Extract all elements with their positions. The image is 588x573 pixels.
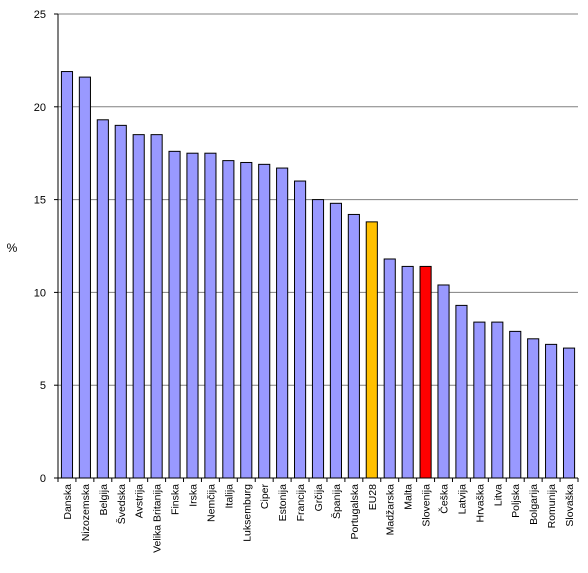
x-category-label: Velika Britanija bbox=[152, 484, 164, 553]
x-category-label: Romunija bbox=[546, 484, 558, 529]
bar-Italija bbox=[222, 160, 235, 479]
y-tick-label: 15 bbox=[34, 195, 46, 207]
bar-Grčija bbox=[311, 199, 325, 479]
y-tick-label: 0 bbox=[40, 473, 46, 485]
y-tick-label: 10 bbox=[34, 287, 46, 299]
bar-Irska bbox=[186, 152, 199, 479]
bar-Slovenija bbox=[419, 265, 432, 479]
bar-Belgija bbox=[96, 119, 109, 479]
bar-Ciper bbox=[258, 163, 271, 479]
bar-Slovaška bbox=[562, 347, 576, 479]
x-category-label: Latvija bbox=[456, 484, 468, 515]
bar-Bolgarija bbox=[527, 338, 540, 479]
x-category-labels: Danska Nizozemska Belgija Švedska Avstrija Ve… bbox=[62, 483, 576, 552]
bar-Švedska bbox=[114, 124, 127, 479]
y-tick-label: 5 bbox=[40, 380, 46, 392]
bar-Češka bbox=[437, 284, 450, 479]
x-category-label: Hrvaška bbox=[474, 484, 486, 523]
x-category-label: Nemčija bbox=[205, 484, 217, 522]
bar-EU28 bbox=[365, 221, 378, 479]
bar-Hrvaška bbox=[473, 321, 486, 479]
x-category-label: Poljska bbox=[510, 484, 522, 518]
bar-Madžarska bbox=[383, 258, 396, 479]
x-category-label: Irska bbox=[187, 484, 199, 507]
x-category-label: Slovenija bbox=[421, 484, 433, 527]
x-category-label: Švedska bbox=[115, 484, 128, 524]
bar-Nizozemska bbox=[78, 76, 91, 479]
y-tick-label: 20 bbox=[34, 102, 46, 114]
x-category-label: Češka bbox=[438, 484, 451, 514]
y-tick-labels: 0 5 10 15 20 25 bbox=[34, 9, 46, 485]
x-category-label: Estonija bbox=[277, 484, 289, 522]
bar-Romunija bbox=[545, 343, 558, 479]
x-category-label: Ciper bbox=[259, 483, 271, 509]
bar-Estonija bbox=[276, 167, 289, 479]
y-axis-title: % bbox=[7, 241, 18, 255]
bar-Finska bbox=[168, 150, 181, 479]
x-category-label: Madžarska bbox=[385, 484, 397, 536]
x-category-label: Belgija bbox=[98, 484, 110, 516]
bar-Velika Britanija bbox=[150, 134, 163, 479]
x-category-label: Danska bbox=[62, 484, 74, 520]
bar-Nemčija bbox=[204, 152, 217, 479]
x-category-label: Bolgarija bbox=[528, 484, 540, 525]
bar-Španija bbox=[329, 202, 342, 479]
bars bbox=[60, 71, 576, 479]
x-category-label: Finska bbox=[170, 484, 182, 515]
x-category-label: Nizozemska bbox=[80, 484, 92, 541]
bar-Francija bbox=[294, 180, 307, 479]
x-category-label: Slovaška bbox=[564, 484, 576, 527]
bar-Portugalska bbox=[347, 213, 360, 479]
x-category-label: Španija bbox=[330, 484, 343, 519]
x-category-label: Italija bbox=[223, 484, 235, 509]
bar-Malta bbox=[401, 265, 414, 479]
x-category-label: EU28 bbox=[367, 484, 379, 510]
bar-Luksemburg bbox=[240, 161, 253, 479]
x-category-label: Francija bbox=[295, 484, 307, 522]
x-category-label: Litva bbox=[492, 484, 504, 506]
bar-Danska bbox=[60, 71, 74, 479]
bar-Poljska bbox=[509, 330, 522, 479]
x-category-label: Portugalska bbox=[349, 484, 361, 540]
bar-Litva bbox=[491, 321, 504, 479]
x-category-label: Avstrija bbox=[134, 484, 146, 518]
bar-Latvija bbox=[455, 304, 468, 479]
bar-Avstrija bbox=[132, 134, 145, 479]
y-tick-label: 25 bbox=[34, 9, 46, 21]
x-category-label: Malta bbox=[403, 484, 415, 510]
x-category-label: Grčija bbox=[313, 484, 325, 512]
x-category-label: Luksemburg bbox=[241, 484, 253, 542]
